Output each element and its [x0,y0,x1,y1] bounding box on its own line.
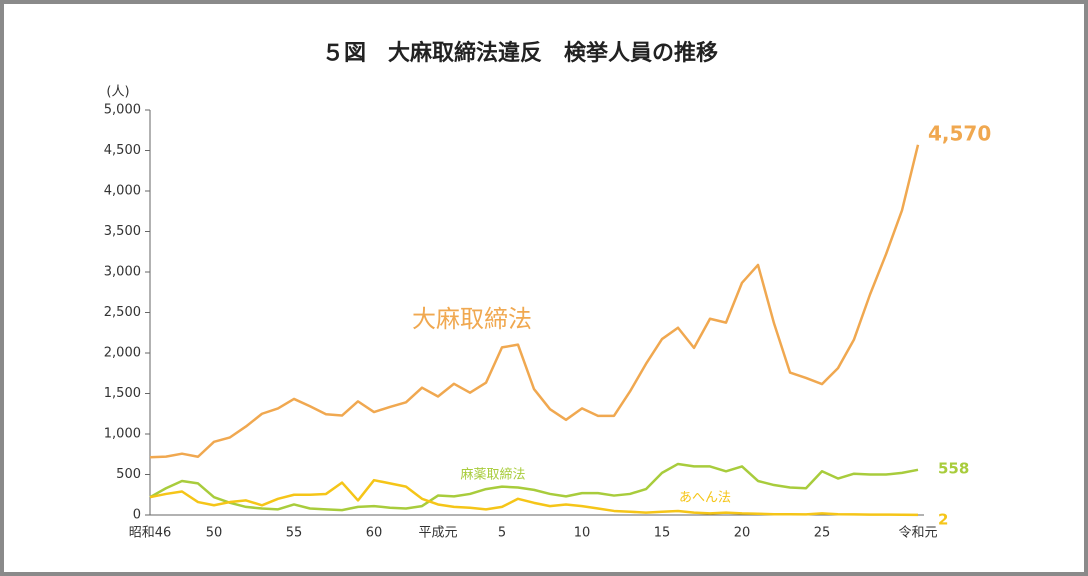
x-tick-label: 25 [814,526,831,541]
y-tick-label: 3,000 [104,265,141,280]
y-tick-label: 2,000 [104,346,141,361]
y-axis-label: (人) [106,85,129,100]
y-tick-label: 4,000 [104,184,141,199]
y-tick-label: 3,500 [104,224,141,239]
y-tick-label: 5,000 [104,103,141,118]
x-tick-label: 50 [206,526,223,541]
y-tick-label: 1,000 [104,427,141,442]
series-label: 麻薬取締法 [460,467,525,483]
y-tick-label: 4,500 [104,143,141,158]
x-tick-label: 55 [286,526,303,541]
x-tick-label: 平成元 [418,526,457,541]
x-tick-label: 60 [366,526,383,541]
y-tick-label: 500 [116,467,141,482]
y-tick-label: 1,500 [104,386,141,401]
end-value-label: 4,570 [928,121,991,145]
x-tick-label: 15 [654,526,671,541]
series-label: 大麻取締法 [412,305,532,333]
series-line [149,144,920,459]
x-tick-label: 令和元 [898,526,937,541]
x-tick-label: 昭和46 [129,526,172,541]
x-tick-label: 10 [574,526,591,541]
y-tick-label: 0 [133,508,141,523]
x-tick-label: 20 [734,526,751,541]
chart-title: ５図 大麻取締法違反 検挙人員の推移 [322,40,718,66]
series-line [149,462,919,512]
series-line [149,478,919,517]
series-label: あへん法 [679,491,731,506]
y-tick-label: 2,500 [104,305,141,320]
x-tick-label: 5 [498,526,506,541]
end-value-label: 558 [938,459,969,477]
end-value-label: 2 [938,511,948,529]
